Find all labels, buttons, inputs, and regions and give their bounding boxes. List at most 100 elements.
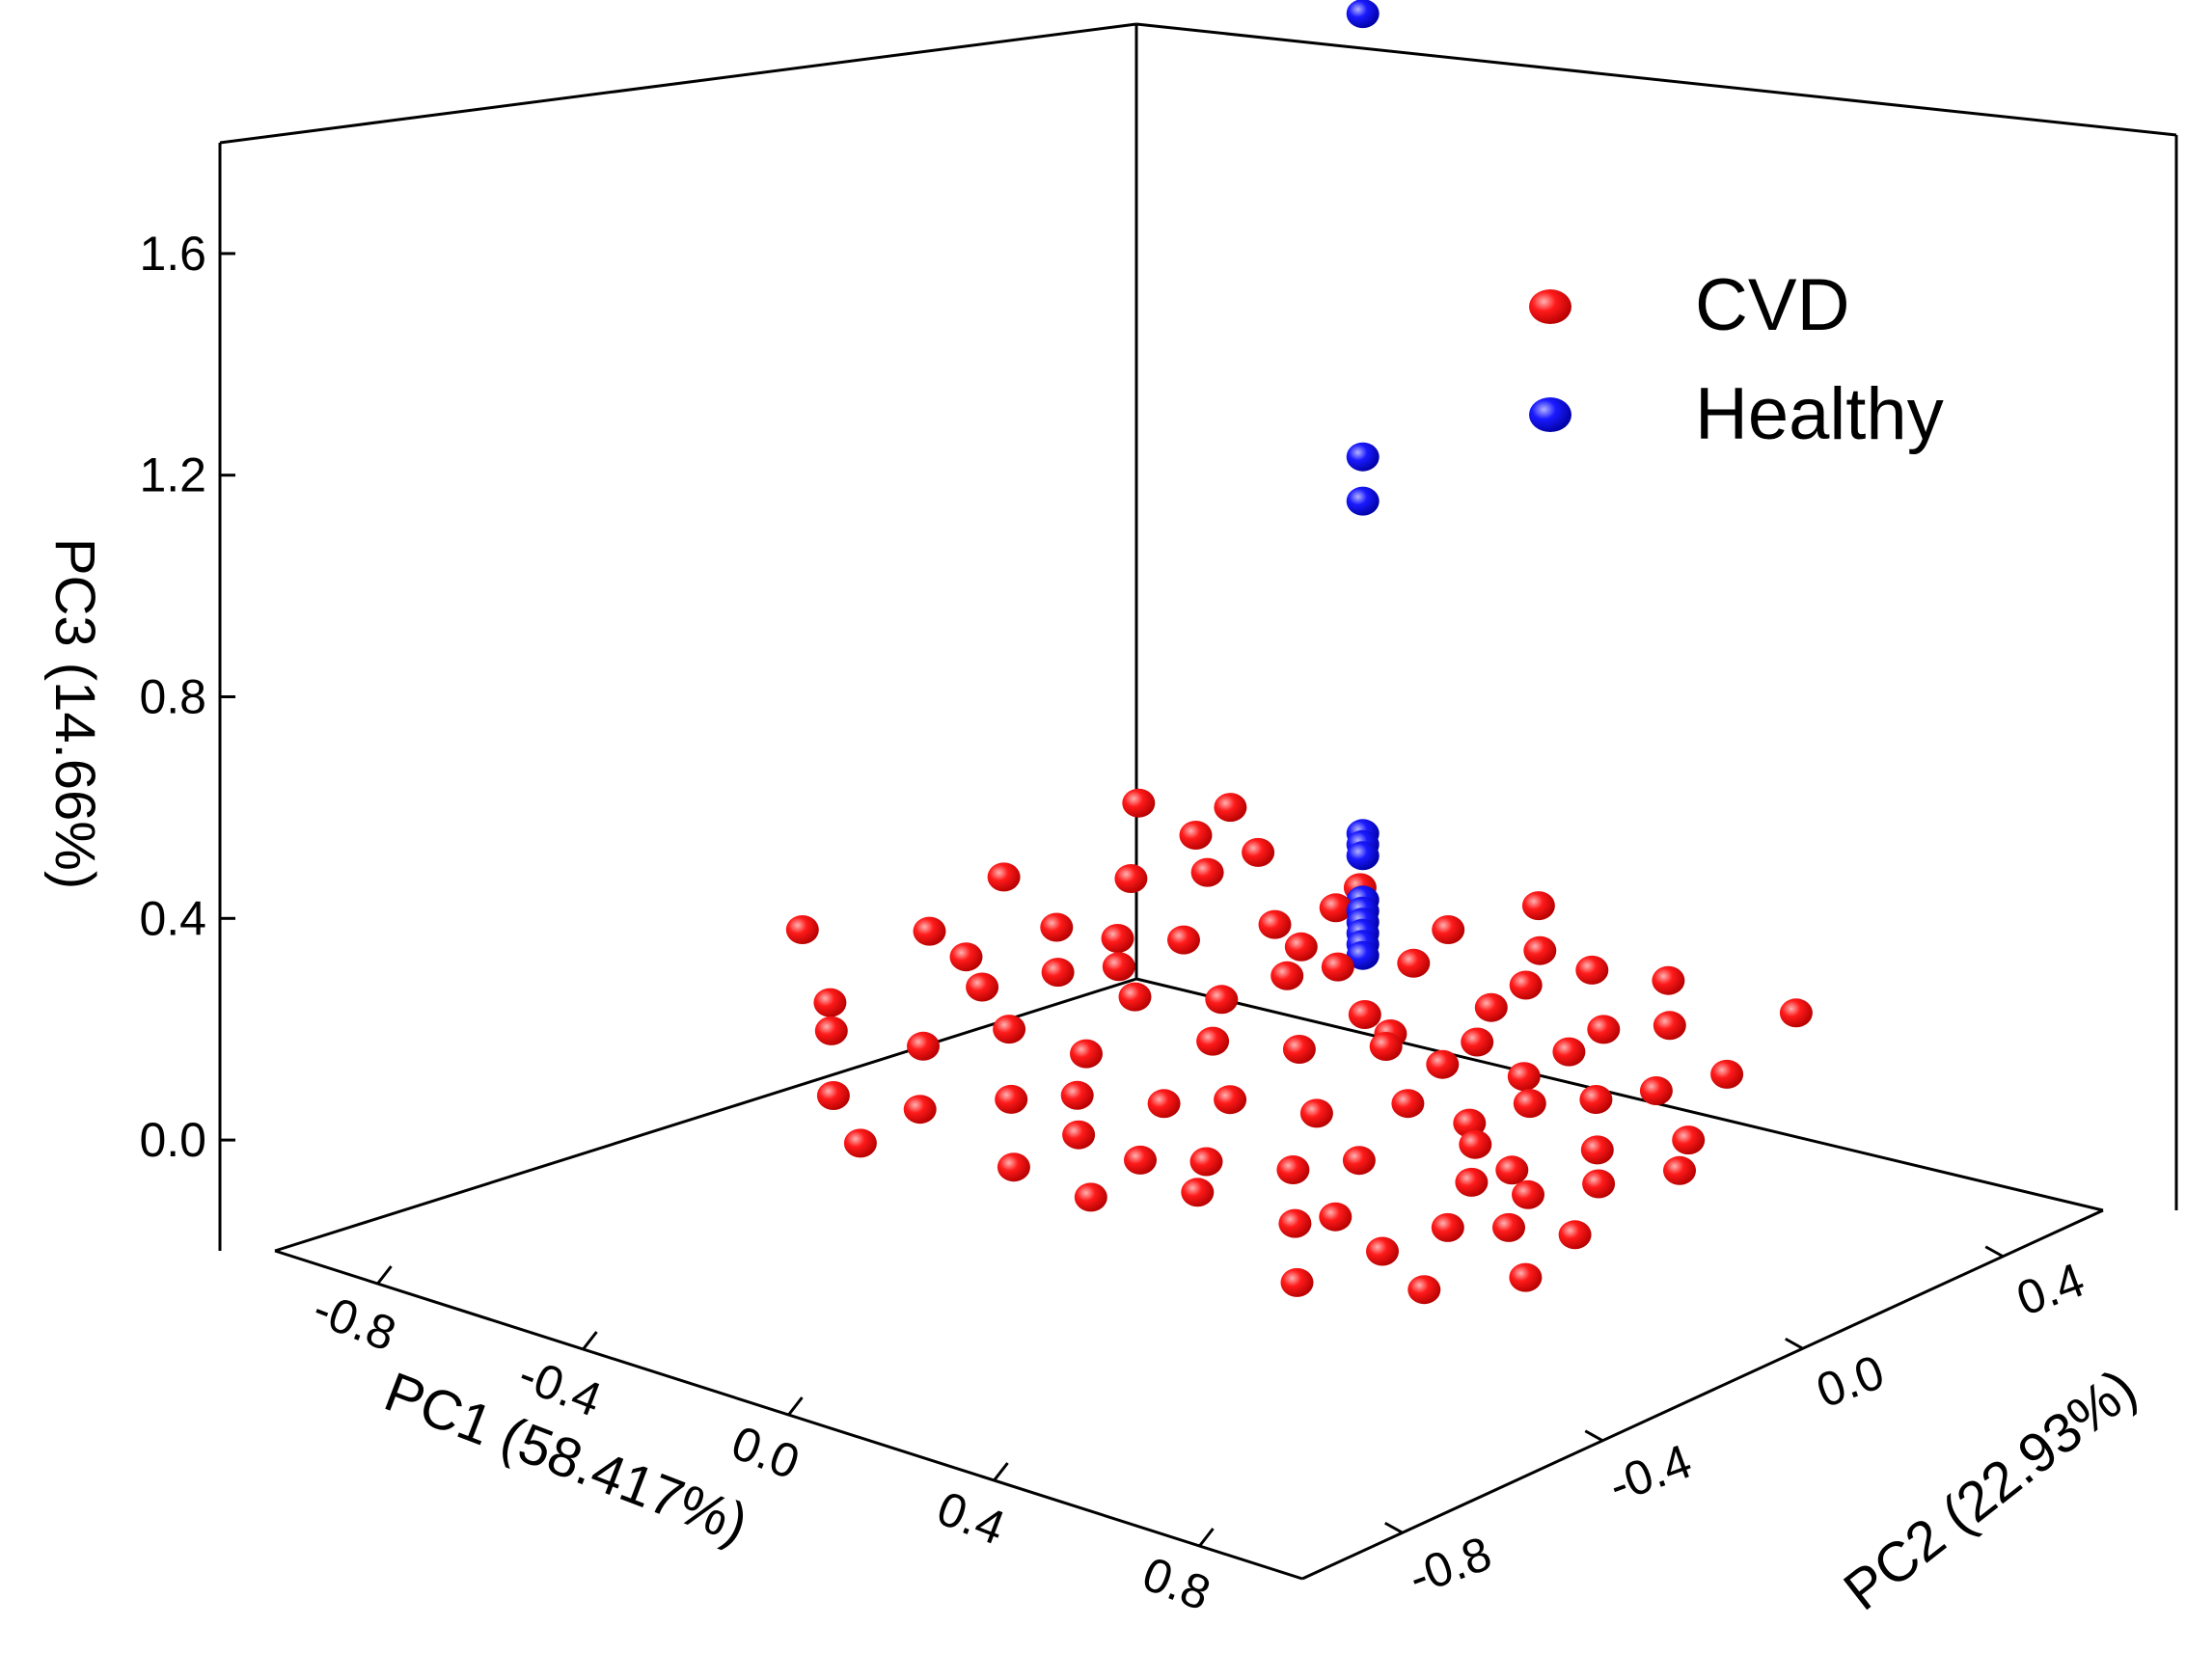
healthy-point (1346, 940, 1380, 970)
cvd-point (1122, 788, 1156, 818)
cvd-point (1282, 1035, 1316, 1064)
x-tick-label: 0.4 (930, 1481, 1012, 1556)
y-tick-label: -0.8 (1402, 1526, 1498, 1605)
y-tick (1785, 1337, 1804, 1350)
z-tick-label: 0.8 (139, 670, 206, 724)
y-tick-label: -0.4 (1601, 1434, 1698, 1513)
y-tick-label: 0.0 (1810, 1344, 1891, 1418)
cvd-point (1523, 935, 1557, 965)
x-tick-label: -0.8 (306, 1282, 403, 1362)
cvd-point (1342, 1146, 1376, 1176)
cvd-point (1040, 912, 1074, 942)
z-axis-ticks: 0.0 0.4 0.8 1.2 1.6 (139, 227, 235, 1167)
cvd-point (1102, 952, 1135, 982)
cvd-point (1366, 1236, 1399, 1266)
healthy-point (1346, 442, 1380, 472)
y-axis-line (1301, 1208, 2104, 1581)
healthy-point (1346, 486, 1380, 516)
x-tick-label: 0.0 (724, 1416, 806, 1490)
cvd-point (1124, 1145, 1157, 1175)
cvd-point (907, 1031, 940, 1061)
cvd-point (1321, 952, 1354, 982)
cvd-point (1041, 958, 1075, 988)
cvd-point (1579, 1085, 1613, 1114)
x-tick-label: 0.8 (1135, 1547, 1217, 1621)
cvd-point (1492, 1212, 1525, 1242)
y-tick (1384, 1521, 1404, 1534)
cvd-point (1181, 1178, 1215, 1207)
cvd-point (1459, 1129, 1492, 1159)
cvd-point (1062, 1120, 1096, 1150)
legend-item-cvd: CVD (1529, 264, 1849, 346)
cvd-point (1575, 955, 1609, 985)
z-axis-title: PC3 (14.66%) (43, 538, 106, 889)
y-tick (1984, 1245, 2004, 1259)
cvd-point (1587, 1015, 1621, 1044)
cvd-point (1271, 961, 1304, 990)
cvd-point (1461, 1027, 1494, 1057)
cvd-point (1167, 925, 1200, 955)
cvd-point (1214, 1085, 1247, 1115)
z-tick-label: 0.4 (139, 891, 206, 945)
cvd-point (1060, 1080, 1094, 1110)
floor-back-left-edge (274, 977, 1137, 1253)
legend-label-cvd: CVD (1695, 264, 1849, 346)
cvd-point (1652, 965, 1685, 995)
healthy-point (1346, 841, 1380, 871)
cvd-point (1521, 891, 1555, 921)
cvd-point (1710, 1059, 1744, 1089)
legend: CVD Healthy (1529, 264, 1944, 455)
cvd-point (1189, 1147, 1223, 1177)
x-tick (1198, 1528, 1215, 1547)
x-tick (787, 1396, 804, 1416)
cvd-point (1258, 909, 1292, 939)
y-tick-label: 0.4 (2009, 1253, 2090, 1326)
cvd-point (993, 1015, 1026, 1044)
cvd-point (1101, 924, 1134, 953)
cvd-point (1397, 948, 1431, 978)
cvd-point (1242, 837, 1275, 867)
z-tick-label: 1.2 (139, 448, 206, 502)
cvd-point (1663, 1155, 1696, 1185)
legend-label-healthy: Healthy (1695, 373, 1944, 455)
legend-marker-cvd (1529, 289, 1571, 324)
z-tick-label: 0.0 (139, 1113, 206, 1167)
y-tick (1584, 1429, 1603, 1443)
cvd-point (816, 1081, 850, 1110)
cvd-point (1190, 857, 1224, 887)
cvd-point (1205, 985, 1239, 1015)
cvd-point (1552, 1037, 1586, 1067)
cvd-point (1179, 821, 1213, 850)
cvd-point (1509, 1262, 1543, 1292)
cvd-point (1455, 1167, 1489, 1197)
cvd-point (1147, 1089, 1181, 1119)
cvd-point (1509, 970, 1543, 1000)
cvd-point (843, 1128, 877, 1158)
cvd-point (1118, 982, 1152, 1012)
cvd-point (913, 916, 946, 946)
cvd-point (1348, 1000, 1381, 1029)
cvd-point (1276, 1155, 1310, 1184)
cvd-point (785, 915, 819, 944)
cvd-point (814, 1016, 848, 1045)
cvd-point (1284, 932, 1318, 962)
back-right-top-edge (1135, 22, 2177, 137)
cvd-point (1474, 992, 1508, 1022)
cvd-point (1369, 1032, 1403, 1061)
y-axis-ticks: -0.8 -0.4 0.0 0.4 (1384, 1245, 2091, 1605)
cvd-point (1074, 1182, 1107, 1212)
z-tick-label: 1.6 (139, 227, 206, 281)
cvd-point (1299, 1098, 1333, 1128)
cvd-point (1214, 793, 1247, 823)
cvd-point (995, 1084, 1028, 1114)
back-left-top-edge (219, 22, 1137, 145)
cvd-point (1278, 1208, 1312, 1238)
cvd-point (1512, 1179, 1544, 1209)
cvd-point (1653, 1011, 1686, 1041)
x-tick (993, 1462, 1009, 1481)
cvd-point (949, 942, 983, 972)
cvd-point (1580, 1135, 1614, 1165)
cvd-point (1507, 1062, 1541, 1092)
cvd-point (1639, 1076, 1673, 1105)
